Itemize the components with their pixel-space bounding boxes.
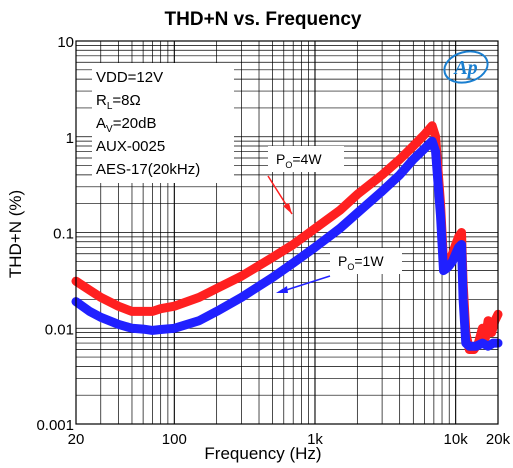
conditions-box: VDD=12V RL=8Ω AV=20dB AUX-0025 AES-17(20… [92, 63, 234, 183]
condition-rl: RL=8Ω [96, 92, 141, 112]
y-tick-label: 0.001 [36, 417, 74, 434]
y-tick-labels: 10 1 0.1 0.01 0.001 [36, 34, 74, 434]
y-tick-label: 0.01 [45, 321, 74, 338]
arrow-1w-icon [276, 286, 288, 293]
y-tick-label: 1 [66, 130, 74, 147]
x-tick-label: 10k [444, 431, 469, 448]
series-line-1 [71, 136, 503, 351]
logo-text: Ap [452, 57, 477, 79]
annotation-1w: PO=1W [276, 248, 402, 293]
x-tick-label: 1k [307, 431, 323, 448]
y-tick-label: 10 [57, 34, 74, 51]
series-layer [71, 121, 503, 354]
condition-aes: AES-17(20kHz) [96, 161, 200, 178]
x-axis-label: Frequency (Hz) [204, 444, 321, 463]
x-tick-label: 20k [486, 431, 511, 448]
y-tick-label: 0.1 [53, 226, 74, 243]
x-tick-label: 100 [162, 431, 187, 448]
arrow-4w-icon [283, 203, 292, 214]
logo: Ap [443, 50, 489, 84]
condition-aux: AUX-0025 [96, 138, 165, 155]
y-axis-label: THD+N (%) [6, 190, 25, 278]
annotation-1w-label: PO=1W [338, 253, 384, 272]
chart-title: THD+N vs. Frequency [165, 9, 362, 30]
annotation-4w: PO=4W [267, 146, 344, 215]
plot-frame [75, 40, 499, 425]
x-tick-labels: 20 100 1k 10k 20k [68, 431, 511, 448]
annotation-4w-label: PO=4W [276, 151, 322, 170]
condition-vdd: VDD=12V [96, 69, 163, 86]
x-tick-label: 20 [68, 431, 85, 448]
condition-av: AV=20dB [96, 115, 156, 135]
